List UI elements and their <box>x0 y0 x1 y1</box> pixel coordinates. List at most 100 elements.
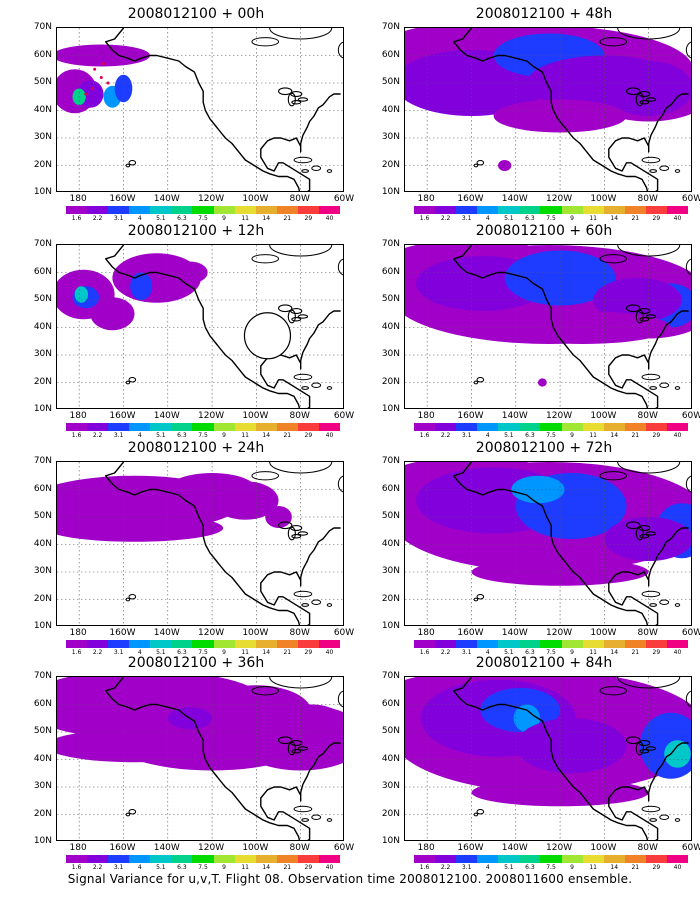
colorbar-swatch <box>624 855 646 863</box>
colorbar-swatch <box>255 423 277 431</box>
colorbar-label: 29 <box>304 864 313 871</box>
lake-outline <box>287 741 296 756</box>
colorbar-label: 21 <box>631 864 640 871</box>
colorbar-label: 3.1 <box>113 649 124 656</box>
latitude-label: 70N <box>381 239 400 249</box>
colorbar-label: 4 <box>137 432 142 439</box>
lake-outline <box>297 97 309 102</box>
lake-outline <box>277 87 293 96</box>
longitude-label: 160W <box>457 194 484 204</box>
panel-title: 2008012100 + 84h <box>475 655 613 671</box>
island-outline <box>301 169 309 173</box>
colorbar-swatch <box>234 855 256 863</box>
island-outline <box>685 41 691 59</box>
lake-outline <box>287 526 296 541</box>
colorbar-label: 7.5 <box>546 432 556 439</box>
longitude-label: 160W <box>457 843 484 853</box>
colorbar-label: 29 <box>652 864 661 871</box>
longitude-label: 160W <box>109 194 136 204</box>
latitude-label: 30N <box>381 566 400 576</box>
latitude-label: 20N <box>381 376 400 387</box>
colorbar-label: 4 <box>137 215 142 222</box>
coastline <box>453 677 689 840</box>
colorbar-swatch <box>645 855 667 863</box>
island-outline <box>674 818 681 822</box>
colorbar-swatch <box>561 206 583 214</box>
island-outline <box>251 37 280 47</box>
island-outline <box>685 690 691 708</box>
variance-contour <box>57 44 151 67</box>
colorbar-label: 3.1 <box>113 432 124 439</box>
colorbar-swatch <box>171 855 193 863</box>
longitude-label: 180 <box>417 194 435 204</box>
latitude-label: 20N <box>33 159 52 170</box>
colorbar-swatch <box>645 423 667 431</box>
colorbar-label: 1.6 <box>71 864 82 871</box>
lake-outline <box>277 736 293 745</box>
map-svg <box>405 462 691 625</box>
colorbar-swatch <box>297 640 319 648</box>
colorbar-swatch <box>561 640 583 648</box>
latitude-label: 40N <box>381 538 400 549</box>
map-svg <box>405 677 691 840</box>
coastline <box>453 28 689 191</box>
longitude-label: 100W <box>242 843 269 853</box>
longitude-label: 140W <box>153 843 180 853</box>
island-outline <box>293 156 313 164</box>
map-panel: 2008012100 + 12h 70N 60N 50N 40N 30N 20N 10N 180… <box>24 222 354 439</box>
colorbar-swatch <box>477 855 499 863</box>
island-outline <box>293 373 313 381</box>
lake-outline <box>297 531 309 536</box>
coastline <box>105 462 341 625</box>
island-outline <box>641 805 661 813</box>
lake-outline <box>639 317 650 322</box>
colorbar-label: 40 <box>673 432 682 439</box>
latitude-label: 40N <box>381 753 400 764</box>
map-panel: 2008012100 + 00h 70N 60N 50N 40N 30N 20N 10N 180… <box>24 5 354 222</box>
lake-outline <box>277 304 293 313</box>
map-area <box>56 244 344 409</box>
lake-outline <box>625 736 641 745</box>
colorbar-swatch <box>297 206 319 214</box>
colorbar <box>414 640 689 648</box>
colorbar <box>414 855 689 863</box>
latitude-labels: 70N 60N 50N 40N 30N 20N 10N <box>372 22 402 197</box>
map-area <box>56 461 344 626</box>
island-outline <box>128 809 137 815</box>
latitude-label: 50N <box>33 726 52 736</box>
island-outline <box>326 386 333 390</box>
island-outline <box>337 258 343 276</box>
lake-outline <box>297 746 309 751</box>
colorbar-label: 11 <box>241 864 249 871</box>
map-panel: 2008012100 + 36h 70N 60N 50N 40N 30N 20N 10N 180… <box>24 654 354 871</box>
colorbar-swatch <box>666 206 689 214</box>
lake-outline <box>625 87 641 96</box>
colorbar-label: 14 <box>610 864 619 871</box>
colorbar-swatch <box>666 855 689 863</box>
latitude-label: 70N <box>33 239 52 249</box>
circle-outline <box>243 312 292 360</box>
colorbar-swatch <box>276 423 298 431</box>
colorbar-swatch <box>108 206 130 214</box>
colorbar-label: 4 <box>137 864 142 871</box>
longitude-label: 140W <box>153 194 180 204</box>
longitude-label: 100W <box>590 194 617 204</box>
colorbar-label: 21 <box>631 432 640 439</box>
longitude-label: 60W <box>681 628 700 638</box>
variance-contour <box>513 704 541 732</box>
colorbar-swatch <box>192 855 214 863</box>
colorbar-label: 21 <box>283 215 292 222</box>
island-outline <box>685 475 691 493</box>
variance-contour <box>74 286 89 303</box>
observation-dot <box>84 92 88 96</box>
colorbar-swatch <box>150 855 172 863</box>
map-area <box>56 27 344 192</box>
latitude-label: 40N <box>33 104 52 115</box>
variance-contour <box>664 740 691 768</box>
lake-outline <box>291 317 302 322</box>
colorbar-label: 4 <box>485 432 490 439</box>
colorbar-swatch <box>150 206 172 214</box>
island-outline <box>326 818 333 822</box>
colorbar-swatch <box>666 423 689 431</box>
longitude-label: 60W <box>681 843 700 853</box>
